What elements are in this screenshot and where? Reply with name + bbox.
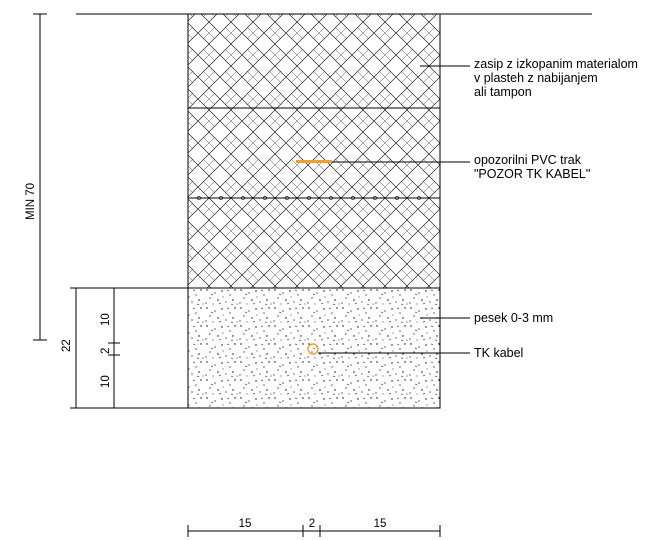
tk-cable (307, 343, 319, 355)
width-cable-label: 2 (309, 518, 315, 530)
dimension-min-depth: MIN 70 (25, 13, 47, 341)
cable-height-label: 2 (100, 348, 112, 354)
layer-boundary-markers (197, 196, 421, 200)
backfill-label-1: zasip z izkopanim materialom (474, 57, 638, 71)
backfill-layer-middle (187, 107, 441, 199)
warning-tape (296, 160, 332, 163)
above-cable-label: 10 (100, 313, 112, 326)
width-left-label: 15 (239, 518, 252, 530)
backfill-label-3: ali tampon (474, 85, 532, 99)
width-right-label: 15 (374, 518, 387, 530)
backfill-label-2: v plasteh z nabijanjem (474, 71, 598, 85)
dimension-chain-horizontal: 15 2 15 (187, 518, 441, 537)
below-cable-label: 10 (100, 375, 112, 388)
backfill-layer-top (187, 13, 441, 109)
backfill-layer-bottom (187, 197, 441, 289)
tape-label-1: opozorilni PVC trak (474, 153, 582, 167)
tape-label-2: "POZOR TK KABEL" (474, 167, 590, 181)
min-depth-label: MIN 70 (25, 183, 37, 220)
dimension-bed-total: 22 (61, 287, 188, 409)
sand-bed (187, 287, 441, 409)
cable-label: TK kabel (474, 346, 523, 360)
bed-total-label: 22 (61, 339, 73, 352)
dimension-chain-vertical: 10 2 10 (100, 287, 120, 409)
sand-label: pesek 0-3 mm (474, 311, 553, 325)
